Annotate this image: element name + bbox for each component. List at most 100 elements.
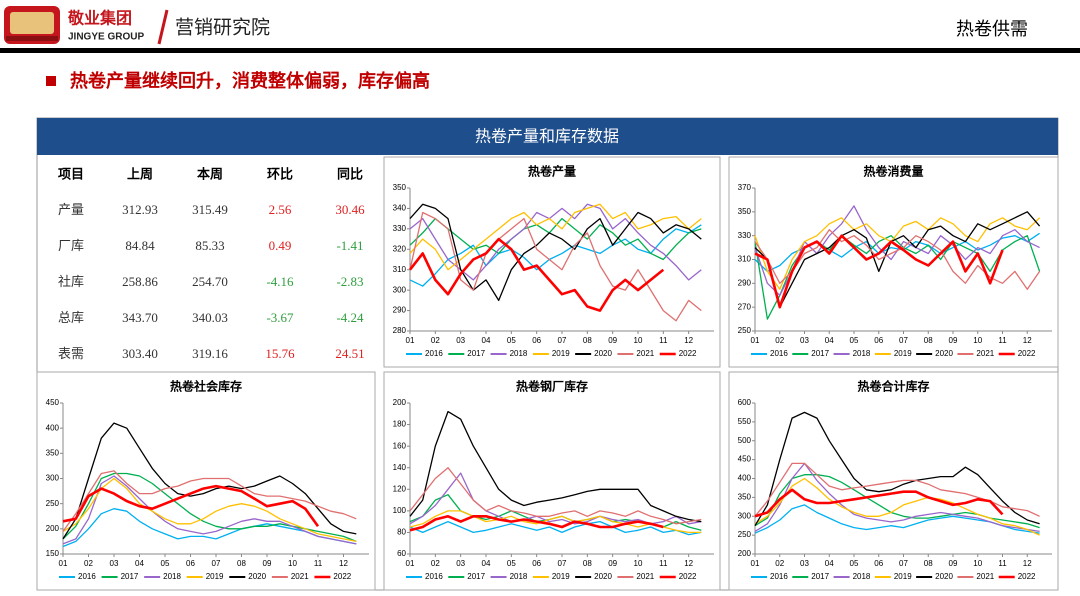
y-tick-label: 350 bbox=[738, 492, 752, 501]
x-tick-label: 01 bbox=[751, 336, 760, 345]
series-line bbox=[409, 224, 702, 287]
x-tick-label: 04 bbox=[825, 559, 834, 568]
legend-label: 2017 bbox=[811, 572, 829, 581]
x-tick-label: 11 bbox=[998, 336, 1007, 345]
x-tick-label: 02 bbox=[84, 559, 93, 568]
table-header: 环比 bbox=[267, 167, 293, 183]
legend-label: 2016 bbox=[770, 572, 788, 581]
company-name-en: JINGYE GROUP bbox=[68, 32, 144, 43]
y-tick-label: 60 bbox=[397, 549, 406, 558]
x-tick-label: 01 bbox=[751, 559, 760, 568]
table-header: 本周 bbox=[197, 167, 223, 183]
x-tick-label: 02 bbox=[431, 336, 440, 345]
table-cell: 312.93 bbox=[122, 202, 158, 217]
series-line bbox=[754, 411, 1040, 527]
series-line bbox=[409, 410, 702, 523]
legend-label: 2021 bbox=[636, 572, 654, 581]
legend-label: 2021 bbox=[976, 349, 994, 358]
table-cell: 343.70 bbox=[122, 310, 158, 325]
x-tick-label: 10 bbox=[634, 559, 643, 568]
legend-label: 2019 bbox=[894, 572, 912, 581]
table-cell: 84.84 bbox=[125, 238, 155, 253]
x-tick-label: 01 bbox=[406, 336, 415, 345]
x-tick-label: 01 bbox=[406, 559, 415, 568]
y-tick-label: 200 bbox=[393, 398, 407, 407]
table-header: 上周 bbox=[127, 168, 153, 183]
table-header: 同比 bbox=[337, 167, 363, 183]
legend-label: 2017 bbox=[467, 572, 485, 581]
series-line bbox=[409, 520, 702, 536]
y-tick-label: 600 bbox=[738, 398, 752, 407]
x-tick-label: 03 bbox=[110, 559, 119, 568]
series-line bbox=[754, 462, 1040, 533]
series-line bbox=[409, 211, 702, 322]
y-tick-label: 450 bbox=[46, 398, 60, 407]
series-line bbox=[754, 211, 1041, 308]
x-tick-label: 06 bbox=[186, 559, 195, 568]
subtitle: 热卷产量继续回升，消费整体偏弱，库存偏高 bbox=[70, 70, 430, 92]
x-tick-label: 05 bbox=[161, 559, 170, 568]
table-cell: 24.51 bbox=[335, 346, 364, 361]
x-tick-label: 10 bbox=[973, 559, 982, 568]
x-tick-label: 11 bbox=[314, 559, 323, 568]
x-tick-label: 12 bbox=[339, 559, 348, 568]
table-cell: 258.86 bbox=[122, 274, 158, 289]
x-tick-label: 07 bbox=[212, 559, 221, 568]
legend-label: 2020 bbox=[935, 572, 953, 581]
y-tick-label: 270 bbox=[738, 302, 752, 311]
series-line bbox=[62, 475, 357, 545]
y-tick-label: 100 bbox=[393, 506, 407, 515]
table-cell: 315.49 bbox=[192, 202, 228, 217]
x-tick-label: 06 bbox=[532, 559, 541, 568]
x-tick-label: 05 bbox=[850, 336, 859, 345]
legend-label: 2021 bbox=[636, 349, 654, 358]
legend-label: 2017 bbox=[467, 349, 485, 358]
y-tick-label: 320 bbox=[393, 244, 407, 253]
x-tick-label: 07 bbox=[899, 336, 908, 345]
x-tick-label: 11 bbox=[659, 559, 668, 568]
legend-label: 2020 bbox=[594, 572, 612, 581]
y-tick-label: 310 bbox=[393, 265, 407, 274]
table-cell: 0.49 bbox=[269, 238, 292, 253]
table-cell: -1.41 bbox=[336, 238, 363, 253]
row-label: 社库 bbox=[58, 274, 84, 289]
legend-label: 2018 bbox=[853, 572, 871, 581]
bullet bbox=[46, 76, 56, 86]
table-cell: -4.16 bbox=[266, 274, 294, 289]
legend-label: 2018 bbox=[510, 349, 528, 358]
panel-header bbox=[37, 118, 1058, 155]
x-tick-label: 11 bbox=[659, 336, 668, 345]
divider-slash bbox=[157, 9, 169, 45]
x-tick-label: 10 bbox=[288, 559, 297, 568]
y-tick-label: 290 bbox=[393, 306, 407, 315]
legend-label: 2022 bbox=[679, 572, 697, 581]
legend-label: 2016 bbox=[425, 349, 443, 358]
logo bbox=[4, 6, 60, 44]
chart-title: 热卷消费量 bbox=[863, 164, 923, 179]
x-tick-label: 07 bbox=[558, 336, 567, 345]
x-tick-label: 09 bbox=[608, 559, 617, 568]
x-tick-label: 08 bbox=[924, 559, 933, 568]
x-tick-label: 02 bbox=[775, 336, 784, 345]
legend-label: 2020 bbox=[935, 349, 953, 358]
y-tick-label: 350 bbox=[738, 207, 752, 216]
x-tick-label: 09 bbox=[949, 336, 958, 345]
x-tick-label: 12 bbox=[1023, 559, 1032, 568]
table-cell: 2.56 bbox=[269, 202, 292, 217]
table-cell: 303.40 bbox=[122, 346, 158, 361]
legend-label: 2022 bbox=[1018, 572, 1036, 581]
y-tick-label: 140 bbox=[393, 463, 407, 472]
series-line bbox=[62, 422, 357, 540]
table-cell: 340.03 bbox=[192, 310, 228, 325]
series-line bbox=[409, 515, 664, 532]
x-tick-label: 10 bbox=[634, 336, 643, 345]
y-tick-label: 300 bbox=[738, 511, 752, 520]
y-tick-label: 250 bbox=[738, 326, 752, 335]
y-tick-label: 370 bbox=[738, 183, 752, 192]
series-line bbox=[62, 484, 320, 528]
legend-label: 2021 bbox=[291, 572, 309, 581]
chart: 热卷合计库存 200 250 300 350 400 450 500 550 600 01 02 03 0… bbox=[728, 371, 1059, 591]
legend-label: 2019 bbox=[206, 572, 224, 581]
legend-label: 2022 bbox=[679, 349, 697, 358]
department: 营销研究院 bbox=[175, 17, 270, 39]
